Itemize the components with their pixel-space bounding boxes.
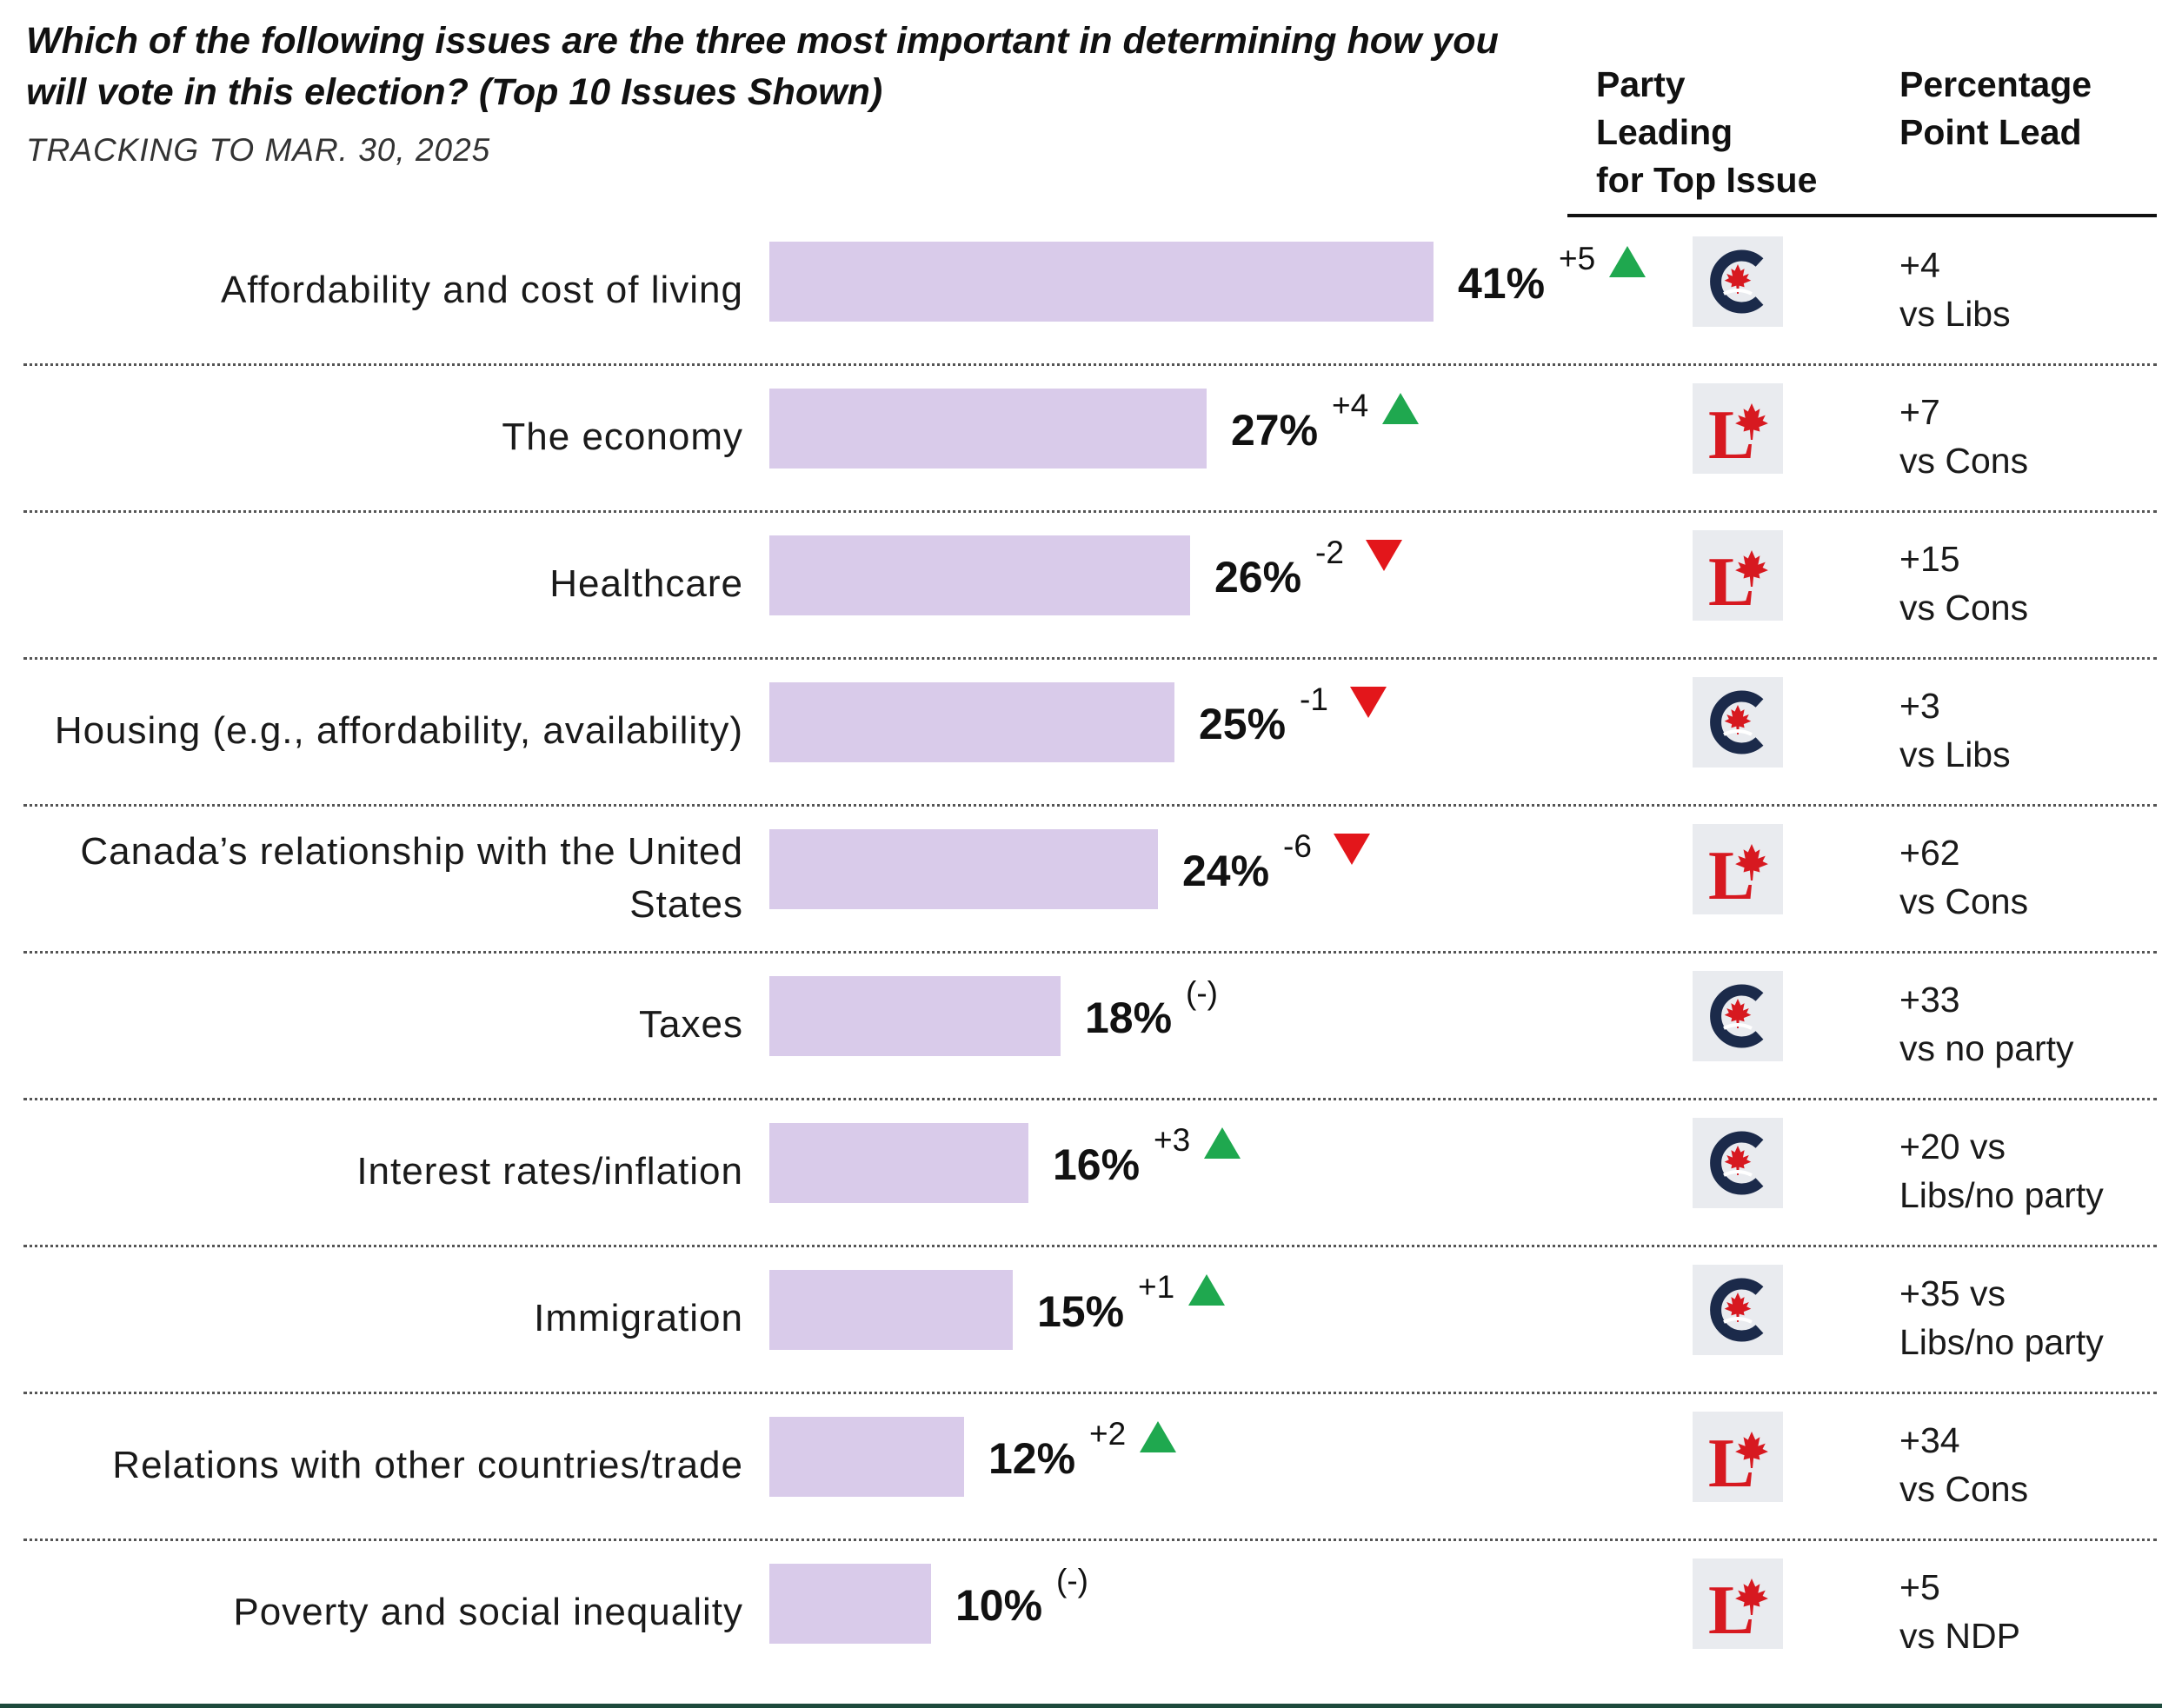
change-label: +2 <box>1089 1416 1127 1452</box>
svg-text:L: L <box>1708 544 1754 621</box>
lead-value: +4 vs Libs <box>1899 245 2011 334</box>
party-column-header: Party Leading for Top Issue <box>1596 64 1818 200</box>
issue-label: Relations with other countries/trade <box>112 1444 743 1486</box>
value-label: 26% <box>1214 553 1302 601</box>
svg-text:L: L <box>1708 1572 1754 1649</box>
table-row: The economy 27% +4 L +7 vs Cons <box>0 363 2162 510</box>
bar <box>769 535 1190 615</box>
triangle-down-icon <box>1350 687 1387 718</box>
lead-value: +3 vs Libs <box>1899 686 2011 774</box>
row-separator <box>23 510 2157 513</box>
table-row: Relations with other countries/trade 12% +… <box>0 1392 2162 1539</box>
chart-title: Which of the following issues are the th… <box>26 20 1499 113</box>
lead-value: +33 vs no party <box>1899 980 2074 1068</box>
triangle-up-icon <box>1188 1274 1225 1306</box>
bar <box>769 1270 1013 1350</box>
svg-text:L: L <box>1708 838 1754 914</box>
bar <box>769 829 1158 909</box>
bar <box>769 682 1174 762</box>
bar <box>769 1417 964 1497</box>
conservative-party-logo-icon <box>1693 236 1783 327</box>
issue-label: Immigration <box>534 1297 743 1339</box>
bar <box>769 389 1207 469</box>
issue-label: Poverty and social inequality <box>233 1591 743 1633</box>
row-separator <box>23 1245 2157 1247</box>
row-separator <box>23 804 2157 807</box>
lead-value: +35 vs Libs/no party <box>1899 1273 2104 1362</box>
row-separator <box>23 363 2157 366</box>
table-row: Affordability and cost of living 41% +5 +4… <box>0 216 2162 363</box>
conservative-party-logo-icon <box>1693 1118 1783 1208</box>
svg-text:L: L <box>1708 1426 1754 1502</box>
change-label: +3 <box>1154 1122 1191 1158</box>
value-label: 10% <box>955 1581 1043 1630</box>
issue-label: Housing (e.g., affordability, availabili… <box>54 709 743 752</box>
triangle-up-icon <box>1140 1421 1176 1452</box>
table-row: Poverty and social inequality 10% (-) L +5… <box>0 1539 2162 1685</box>
issue-label: Canada’s relationship with the United St… <box>80 829 743 926</box>
lead-value: +34 vs Cons <box>1899 1420 2029 1509</box>
change-label: -1 <box>1300 681 1328 717</box>
value-label: 25% <box>1199 700 1287 748</box>
liberal-party-logo-icon: L <box>1693 824 1783 914</box>
issue-label: The economy <box>502 415 743 458</box>
bar <box>769 976 1061 1056</box>
liberal-party-logo-icon: L <box>1693 530 1783 621</box>
triangle-down-icon <box>1334 834 1370 865</box>
conservative-party-logo-icon <box>1693 677 1783 768</box>
lead-value: +7 vs Cons <box>1899 392 2029 481</box>
triangle-down-icon <box>1366 540 1402 571</box>
header-rule <box>1567 214 2157 217</box>
row-separator <box>23 1539 2157 1541</box>
lead-value: +15 vs Cons <box>1899 539 2029 628</box>
row-separator <box>23 657 2157 660</box>
change-label: (-) <box>1056 1563 1088 1598</box>
value-label: 16% <box>1053 1140 1141 1189</box>
change-label: +1 <box>1138 1269 1175 1305</box>
liberal-party-logo-icon: L <box>1693 1412 1783 1502</box>
table-row: Immigration 15% +1 +35 vs Libs/no party <box>0 1245 2162 1392</box>
issue-label: Interest rates/inflation <box>356 1150 743 1193</box>
table-row: Healthcare 26% -2 L +15 vs Cons <box>0 510 2162 657</box>
change-label: (-) <box>1186 975 1218 1011</box>
triangle-up-icon <box>1204 1127 1241 1159</box>
value-label: 18% <box>1085 994 1173 1042</box>
table-row: Taxes 18% (-) +33 vs no party <box>0 951 2162 1098</box>
lead-value: +62 vs Cons <box>1899 833 2029 921</box>
liberal-party-logo-icon: L <box>1693 383 1783 474</box>
bar <box>769 1564 931 1644</box>
change-label: +5 <box>1559 241 1596 276</box>
lead-value: +20 vs Libs/no party <box>1899 1126 2104 1215</box>
row-separator <box>23 1392 2157 1394</box>
chart-subtitle: TRACKING TO MAR. 30, 2025 <box>26 132 491 168</box>
lead-column-header: Percentage Point Lead <box>1899 64 2092 152</box>
table-row: Housing (e.g., affordability, availabili… <box>0 657 2162 804</box>
value-label: 15% <box>1037 1287 1125 1336</box>
triangle-up-icon <box>1382 393 1419 424</box>
issue-label: Taxes <box>639 1003 743 1046</box>
row-separator <box>23 1098 2157 1100</box>
svg-text:L: L <box>1708 397 1754 474</box>
issue-label: Affordability and cost of living <box>220 269 743 311</box>
bar <box>769 242 1434 322</box>
triangle-up-icon <box>1609 246 1646 277</box>
issue-label: Healthcare <box>549 562 743 605</box>
change-label: -2 <box>1315 535 1344 570</box>
liberal-party-logo-icon: L <box>1693 1558 1783 1649</box>
lead-value: +5 vs NDP <box>1899 1567 2020 1656</box>
change-label: +4 <box>1332 388 1369 423</box>
table-row: Interest rates/inflation 16% +3 +20 vs Lib… <box>0 1098 2162 1245</box>
conservative-party-logo-icon <box>1693 971 1783 1061</box>
bottom-rule <box>0 1704 2162 1708</box>
bar <box>769 1123 1028 1203</box>
row-separator <box>23 951 2157 954</box>
change-label: -6 <box>1283 828 1312 864</box>
table-row: Canada’s relationship with the United St… <box>0 804 2162 951</box>
value-label: 24% <box>1182 847 1270 895</box>
conservative-party-logo-icon <box>1693 1265 1783 1355</box>
value-label: 41% <box>1458 259 1546 308</box>
value-label: 27% <box>1231 406 1319 455</box>
value-label: 12% <box>988 1434 1076 1483</box>
